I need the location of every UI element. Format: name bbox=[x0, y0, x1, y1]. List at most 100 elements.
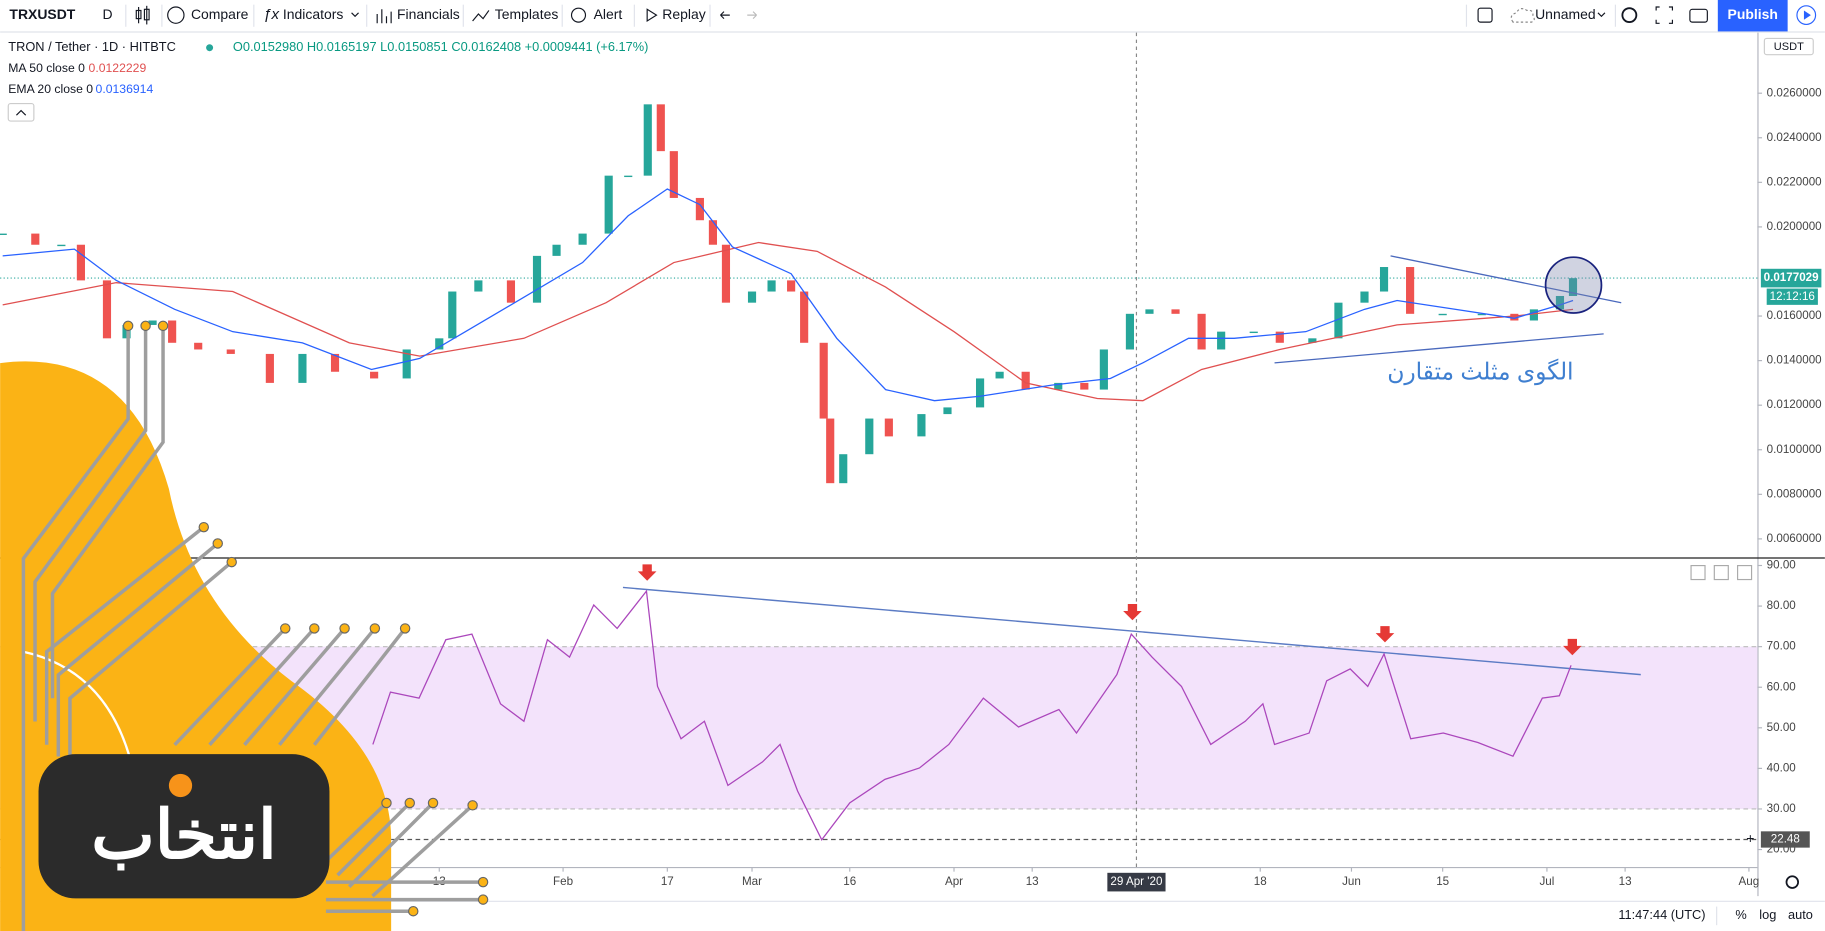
candle bbox=[1021, 371, 1030, 390]
undo[interactable] bbox=[720, 11, 730, 20]
pane-buttons[interactable] bbox=[1690, 565, 1753, 581]
candle bbox=[604, 175, 613, 234]
candle bbox=[708, 220, 718, 245]
countdown-label: 12:12:16 bbox=[1770, 290, 1815, 303]
candle bbox=[656, 104, 665, 152]
y-tick-label: 0.0220000 bbox=[1767, 175, 1822, 188]
candle bbox=[787, 280, 796, 292]
publish-button-bg[interactable] bbox=[1717, 0, 1788, 32]
breakout-circle bbox=[1544, 256, 1603, 314]
candle bbox=[265, 353, 274, 383]
financials-button[interactable]: Financials bbox=[397, 6, 460, 22]
templates-icon[interactable] bbox=[472, 10, 490, 22]
logo-box bbox=[38, 754, 330, 899]
y-tick-label: 0.0060000 bbox=[1767, 532, 1822, 545]
candle bbox=[1054, 382, 1063, 390]
candle bbox=[1080, 382, 1089, 390]
settings-icon[interactable] bbox=[1621, 7, 1638, 24]
collapse-button[interactable] bbox=[7, 102, 35, 122]
candle bbox=[995, 371, 1004, 379]
candle bbox=[76, 244, 85, 281]
plus-icon: + bbox=[1746, 830, 1754, 846]
chevron[interactable] bbox=[1597, 12, 1606, 18]
y-tick-label: 0.0240000 bbox=[1767, 131, 1822, 144]
ohlc-values: O0.0152980 H0.0165197 L0.0150851 C0.0162… bbox=[233, 39, 649, 54]
y-tick-label: 50.00 bbox=[1767, 721, 1797, 734]
cloud-icon bbox=[1510, 8, 1535, 23]
interval[interactable]: D bbox=[103, 6, 113, 22]
x-tick-label: Jul bbox=[1539, 875, 1554, 888]
candle bbox=[1145, 309, 1154, 314]
indicators-icon[interactable]: ƒx bbox=[263, 6, 279, 23]
alert-button[interactable]: Alert bbox=[594, 6, 623, 22]
financials-icon[interactable] bbox=[376, 9, 392, 24]
rsi-trendline bbox=[622, 586, 1641, 676]
compare-icon[interactable] bbox=[167, 6, 185, 24]
snapshot-icon[interactable] bbox=[1689, 8, 1708, 23]
axis-settings[interactable] bbox=[1785, 875, 1799, 889]
rsi-marker-label: 22.48 bbox=[1771, 833, 1800, 846]
candle bbox=[1555, 295, 1565, 310]
candle bbox=[826, 418, 835, 484]
candle bbox=[747, 291, 757, 303]
candle bbox=[1171, 309, 1180, 314]
y-tick-label: 0.0120000 bbox=[1767, 398, 1822, 411]
percent-toggle[interactable]: % bbox=[1735, 907, 1746, 922]
candle bbox=[943, 407, 952, 415]
candle bbox=[865, 418, 874, 455]
candle bbox=[168, 320, 177, 343]
logo: انتخاب bbox=[0, 320, 489, 931]
replay-icon[interactable] bbox=[646, 8, 658, 22]
replay-play[interactable] bbox=[1796, 5, 1817, 26]
y-tick-label: 0.0200000 bbox=[1767, 220, 1822, 233]
candle bbox=[1308, 338, 1317, 343]
replay-button[interactable]: Replay bbox=[662, 6, 705, 22]
fullscreen-icon[interactable] bbox=[1655, 6, 1674, 24]
templates-button[interactable]: Templates bbox=[495, 6, 559, 22]
candle bbox=[532, 255, 542, 303]
x-tick-label: Jun bbox=[1342, 875, 1361, 888]
candle bbox=[819, 342, 828, 419]
candle bbox=[624, 175, 633, 178]
redo[interactable] bbox=[747, 11, 757, 20]
auto-toggle[interactable]: auto bbox=[1788, 907, 1813, 922]
candle bbox=[1529, 309, 1538, 321]
candle bbox=[370, 371, 379, 379]
candle bbox=[643, 104, 652, 176]
candle bbox=[1217, 331, 1226, 350]
separators bbox=[125, 4, 1616, 27]
candle bbox=[506, 280, 516, 303]
x-tick-label: 13 bbox=[1619, 875, 1632, 888]
market-status bbox=[206, 44, 214, 52]
checkbox[interactable] bbox=[1477, 7, 1493, 23]
candle bbox=[721, 244, 731, 303]
unit-box bbox=[1763, 37, 1814, 56]
clock: 11:47:44 (UTC) bbox=[1618, 907, 1705, 922]
chart-title: TRON / Tether · 1D · HITBTC bbox=[8, 39, 176, 54]
log-toggle[interactable]: log bbox=[1759, 907, 1776, 922]
last-price-box bbox=[1760, 268, 1822, 288]
candle bbox=[800, 291, 809, 343]
cursor-label: 29 Apr '20 bbox=[1110, 875, 1163, 888]
y-tick-label: 0.0140000 bbox=[1767, 354, 1822, 367]
chevron[interactable] bbox=[351, 12, 359, 18]
circuit-lines bbox=[21, 325, 484, 931]
publish-button[interactable]: Publish bbox=[1728, 6, 1778, 22]
candle bbox=[1510, 313, 1519, 321]
layout-name[interactable]: Unnamed bbox=[1535, 6, 1596, 22]
rsi-line bbox=[372, 589, 1572, 841]
alert-icon[interactable] bbox=[570, 7, 587, 23]
candle bbox=[194, 342, 203, 350]
logo-text: انتخاب bbox=[91, 798, 277, 873]
ma-legend-value: 0.0122229 bbox=[89, 61, 147, 75]
candle bbox=[975, 378, 985, 408]
candle bbox=[578, 233, 587, 245]
circuit-dots bbox=[122, 320, 489, 917]
candle bbox=[474, 280, 483, 292]
unit-label: USDT bbox=[1774, 41, 1804, 53]
compare-button[interactable]: Compare bbox=[191, 6, 249, 22]
symbol[interactable]: TRXUSDT bbox=[9, 6, 75, 22]
indicators-button[interactable]: Indicators bbox=[283, 6, 344, 22]
chart-style-icon[interactable] bbox=[135, 5, 150, 25]
